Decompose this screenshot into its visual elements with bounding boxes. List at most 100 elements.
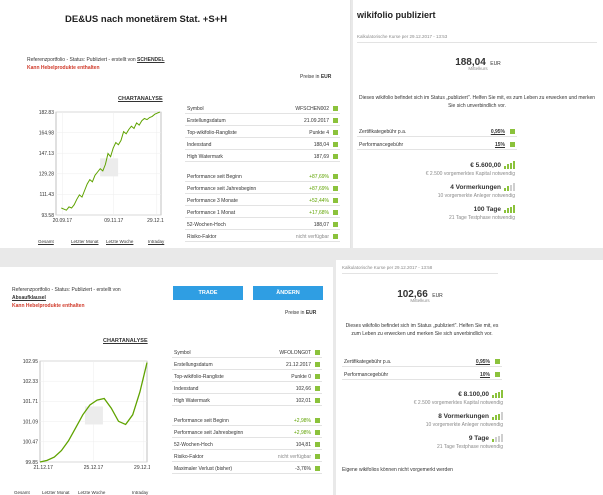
chart-range-link[interactable]: Gesamt <box>38 239 54 244</box>
fee-row: Performancegebühr 10% <box>342 369 502 380</box>
status-square-icon <box>333 234 338 239</box>
stat-sub: 21 Tage Testphase notwendig <box>449 215 515 221</box>
price-currency: EUR <box>490 61 501 67</box>
status-square-icon <box>315 386 320 391</box>
footer-note: Eigene wikifolios können nicht vorgemerk… <box>342 467 453 473</box>
stats-key: Symbol <box>187 106 204 112</box>
stats-key: Erstellungsdatum <box>174 362 213 368</box>
stats-row: Performance seit Jahresbeginn +87,69% <box>185 183 340 194</box>
stats-value: +17,68% <box>309 210 329 216</box>
trade-button[interactable]: TRADE <box>173 286 243 300</box>
stats-row: Performance 1 Monat +17,68% <box>185 207 340 218</box>
stats-key: Top-wikifolio-Rangliste <box>187 130 237 136</box>
stats-row: 52-Wochen-Hoch 188,07 <box>185 219 340 230</box>
fee-value[interactable]: 10% <box>479 372 490 378</box>
status-square-icon <box>315 362 320 367</box>
chart-analysis-link[interactable]: CHARTANALYSE <box>103 338 148 344</box>
fee-label: Performancegebühr <box>344 372 389 378</box>
stats-row: Symbol WFOLONG0T <box>172 347 322 358</box>
progress-bars-icon <box>492 389 503 398</box>
fee-row: Performancegebühr 15% <box>357 139 517 150</box>
leverage-warning: Kann Hebelprodukte enthalten <box>12 303 85 309</box>
top-portfolio-panel: DE&US nach monetärem Stat. +S+H Referenz… <box>0 0 351 248</box>
author-link[interactable]: Absaufklausel <box>12 295 46 301</box>
stat-main: 8 Vormerkungen <box>438 413 489 420</box>
stats-row: Performance seit Beginn +2,98% <box>172 415 322 426</box>
top-price-chart[interactable]: 182.83 164.98 147.13 129.28 111.43 93.58 20.09… <box>30 104 164 228</box>
currency-code: EUR <box>305 310 317 316</box>
stat-main: 100 Tage <box>473 206 501 213</box>
chart-range-link[interactable]: Letzte Woche <box>106 239 134 244</box>
chart-analysis-link[interactable]: CHARTANALYSE <box>118 96 163 102</box>
stats-value: +87,69% <box>309 186 329 192</box>
ref-line: Referenzportfolio - Status: Publiziert -… <box>27 57 165 63</box>
status-square-icon <box>495 372 500 377</box>
stats-value: Punkte 0 <box>291 374 311 380</box>
stats-key: High Watermark <box>174 398 210 404</box>
status-square-icon <box>333 106 338 111</box>
status-text: Dieses wikifolio befindet sich im Status… <box>345 323 499 337</box>
x-tick-label: 29.12.17 <box>134 465 150 471</box>
stats-value: 21.12.2017 <box>285 362 311 368</box>
publish-header: wikifolio publiziert <box>357 10 436 20</box>
status-square-icon <box>333 210 338 215</box>
status-square-icon <box>315 430 320 435</box>
stats-value: +2,98% <box>293 430 311 436</box>
stats-value: -3,76% <box>295 466 311 472</box>
stats-key: 52-Wochen-Hoch <box>174 442 213 448</box>
price-value: 188,04 <box>455 57 486 68</box>
stats-value: 104,81 <box>295 442 311 448</box>
stats-row: Erstellungsdatum 21.09.2017 <box>185 115 340 126</box>
watermark-logo <box>100 158 119 177</box>
fee-row: Zertifikategebühr p.a. 0,95% <box>357 126 517 137</box>
price-currency: EUR <box>432 293 443 299</box>
bottom-price-chart[interactable]: 102.95 102.33 101.71 101.09 100.47 99.85 21.12… <box>14 351 150 475</box>
stats-key: Risiko-Faktor <box>174 454 204 460</box>
stats-row: Symbol WFSCHEN002 <box>185 103 340 114</box>
currency-note: Preise in EUR <box>300 74 331 80</box>
status-square-icon <box>333 154 338 159</box>
x-tick-label: 21.12.17 <box>33 465 53 471</box>
status-square-icon <box>333 118 338 123</box>
stats-row: 52-Wochen-Hoch 104,81 <box>172 439 322 450</box>
y-tick-label: 102.33 <box>23 379 39 385</box>
calc-label: Kalkulatorische Kurse per 29.12.2017 - 1… <box>357 34 448 39</box>
stats-value: +2,98% <box>293 418 311 424</box>
price-block: 102,66 EUR <box>336 284 504 302</box>
stats-key: Erstellungsdatum <box>187 118 226 124</box>
stats-key: Performance seit Beginn <box>187 174 242 180</box>
top-publish-panel: wikifolio publiziert Kalkulatorische Kur… <box>353 0 603 248</box>
stats-value: 187,69 <box>313 154 329 160</box>
stat-main: € 8.100,00 <box>458 391 489 398</box>
currency-code: EUR <box>320 74 332 80</box>
fee-value[interactable]: 15% <box>494 142 505 148</box>
stats-value: WFOLONG0T <box>279 350 311 356</box>
chart-range-link[interactable]: Intraday <box>148 239 165 244</box>
status-square-icon <box>333 198 338 203</box>
stats-value: 21.09.2017 <box>303 118 329 124</box>
y-tick-label: 100.47 <box>23 440 39 446</box>
fee-row: Zertifikategebühr p.a. 0,95% <box>342 356 502 367</box>
fee-value[interactable]: 0,95% <box>475 359 490 365</box>
x-tick-label: 20.09.17 <box>53 218 73 224</box>
chart-range-link[interactable]: Intraday <box>132 490 149 495</box>
series-line <box>61 111 161 211</box>
stats-key: Performance seit Jahresbeginn <box>174 430 244 436</box>
price-block: 188,04 EUR <box>353 52 603 70</box>
chart-range-link[interactable]: Letzter Monat <box>42 490 70 495</box>
stats-value: +52,44% <box>309 198 329 204</box>
fee-value[interactable]: 0,95% <box>490 129 505 135</box>
chart-range-link[interactable]: Letzte Woche <box>78 490 106 495</box>
status-square-icon <box>510 142 515 147</box>
status-square-icon <box>315 398 320 403</box>
divider <box>357 42 597 43</box>
bottom-chart-svg: 102.95 102.33 101.71 101.09 100.47 99.8521.12… <box>23 359 150 471</box>
chart-range-link[interactable]: Gesamt <box>14 490 30 495</box>
status-square-icon <box>315 350 320 355</box>
stat-sub: 10 vorgemerkte Anleger notwendig <box>425 422 503 428</box>
author-link[interactable]: SCHENDEL <box>137 57 165 63</box>
progress-bars-icon <box>492 411 503 420</box>
change-button[interactable]: ÄNDERN <box>253 286 323 300</box>
stats-row: Indexstand 188,04 <box>185 139 340 150</box>
chart-range-link[interactable]: Letzter Monat <box>71 239 99 244</box>
